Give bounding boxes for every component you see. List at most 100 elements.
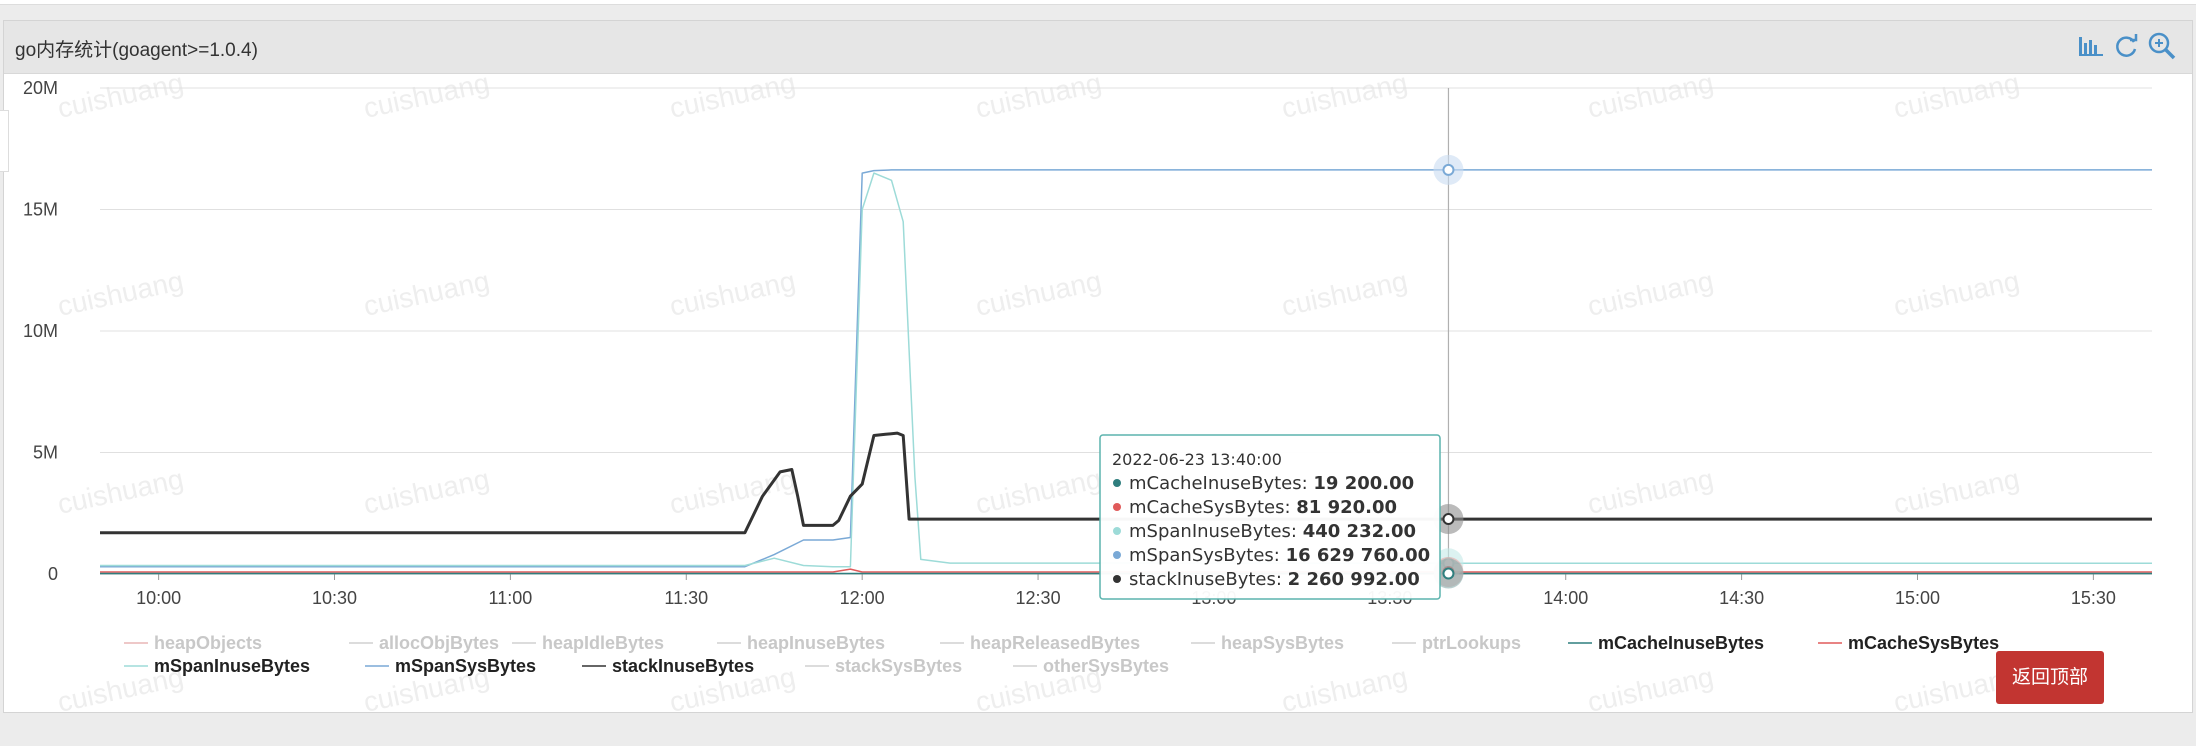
legend-item-heapReleasedBytes[interactable]: heapReleasedBytes bbox=[940, 633, 1140, 653]
watermark-text: cuishuang bbox=[973, 463, 1104, 520]
watermark-text: cuishuang bbox=[55, 265, 186, 322]
tooltip-row-name: mSpanInuseBytes: bbox=[1129, 521, 1303, 542]
watermark-text: cuishuang bbox=[1891, 67, 2022, 124]
tooltip-row-name: mSpanSysBytes: bbox=[1129, 545, 1286, 566]
tooltip-series-dot bbox=[1113, 551, 1121, 559]
legend-label: ptrLookups bbox=[1422, 633, 1521, 653]
focus-dot-mSpanSysBytes bbox=[1442, 163, 1455, 176]
tooltip-row: mCacheSysBytes: 81 920.00 bbox=[1129, 497, 1397, 518]
tooltip-row: mSpanInuseBytes: 440 232.00 bbox=[1129, 521, 1416, 542]
watermark-text: cuishuang bbox=[667, 67, 798, 124]
legend-item-otherSysBytes[interactable]: otherSysBytes bbox=[1013, 656, 1169, 676]
legend-item-stackSysBytes[interactable]: stackSysBytes bbox=[805, 656, 962, 676]
tooltip-box bbox=[1099, 434, 1441, 600]
tooltip-row-value: 440 232.00 bbox=[1303, 521, 1416, 542]
watermark-text: cuishuang bbox=[1279, 265, 1410, 322]
watermark-text: cuishuang bbox=[1585, 265, 1716, 322]
x-tick-label: 15:30 bbox=[2071, 588, 2116, 608]
legend-label: heapIdleBytes bbox=[542, 633, 664, 653]
watermark-text: cuishuang bbox=[1891, 463, 2022, 520]
y-tick-label: 0 bbox=[48, 564, 58, 584]
legend-label: allocObjBytes bbox=[379, 633, 499, 653]
refresh-icon[interactable] bbox=[2112, 31, 2142, 61]
legend-label: mCacheSysBytes bbox=[1848, 633, 1999, 653]
legend-item-mCacheInuseBytes[interactable]: mCacheInuseBytes bbox=[1568, 633, 1764, 653]
legend-label: mSpanInuseBytes bbox=[154, 656, 310, 676]
y-tick-label: 10M bbox=[23, 321, 58, 341]
tooltip-series-dot bbox=[1113, 479, 1121, 487]
legend-label: stackInuseBytes bbox=[612, 656, 754, 676]
back-to-top-button[interactable]: 返回顶部 bbox=[1996, 651, 2104, 704]
legend-item-heapObjects[interactable]: heapObjects bbox=[124, 633, 262, 653]
panel-title: go内存统计(goagent>=1.0.4) bbox=[15, 40, 258, 61]
watermark-text: cuishuang bbox=[361, 67, 492, 124]
chart-panel: go内存统计(goagent>=1.0.4) bbox=[3, 20, 2193, 713]
tooltip: 2022-06-23 13:40:00 mCacheInuseBytes: 19 … bbox=[1099, 434, 1441, 600]
watermark-text: cuishuang bbox=[55, 463, 186, 520]
tooltip-row-value: 81 920.00 bbox=[1296, 497, 1397, 518]
legend-item-allocObjBytes[interactable]: allocObjBytes bbox=[349, 633, 499, 653]
y-tick-label: 15M bbox=[23, 200, 58, 220]
legend-label: heapObjects bbox=[154, 633, 262, 653]
tooltip-row-name: stackInuseBytes: bbox=[1129, 569, 1288, 590]
tooltip-row-value: 19 200.00 bbox=[1313, 473, 1414, 494]
watermark-text: cuishuang bbox=[973, 67, 1104, 124]
x-tick-label: 10:30 bbox=[312, 588, 357, 608]
panel-header: go内存统计(goagent>=1.0.4) bbox=[4, 21, 2192, 74]
tooltip-row-name: mCacheInuseBytes: bbox=[1129, 473, 1313, 494]
watermark-text: cuishuang bbox=[973, 265, 1104, 322]
legend-item-stackInuseBytes[interactable]: stackInuseBytes bbox=[582, 656, 754, 676]
watermark-text: cuishuang bbox=[55, 67, 186, 124]
legend-item-ptrLookups[interactable]: ptrLookups bbox=[1392, 633, 1521, 653]
watermark-text: cuishuang bbox=[361, 463, 492, 520]
tooltip-row-value: 2 260 992.00 bbox=[1288, 569, 1420, 590]
watermark-layer: cuishuang cuishuang cuishuang cuishuang cuis… bbox=[55, 67, 2022, 718]
y-tick-label: 20M bbox=[23, 78, 58, 98]
series-line-mSpanInuseBytes bbox=[100, 172, 2152, 568]
watermark-text: cuishuang bbox=[667, 265, 798, 322]
legend-item-heapIdleBytes[interactable]: heapIdleBytes bbox=[512, 633, 664, 653]
legend-label: heapReleasedBytes bbox=[970, 633, 1140, 653]
watermark-text: cuishuang bbox=[1585, 661, 1716, 718]
legend-item-mSpanSysBytes[interactable]: mSpanSysBytes bbox=[365, 656, 536, 676]
x-tick-label: 14:30 bbox=[1719, 588, 1764, 608]
x-tick-label: 11:30 bbox=[664, 588, 708, 608]
watermark-text: cuishuang bbox=[1585, 463, 1716, 520]
watermark-text: cuishuang bbox=[667, 463, 798, 520]
zoom-icon[interactable] bbox=[2147, 31, 2177, 61]
series-line-mSpanSysBytes bbox=[100, 169, 2152, 568]
x-tick-label: 12:30 bbox=[1016, 588, 1061, 608]
legend-label: heapInuseBytes bbox=[747, 633, 885, 653]
focus-dot-stackInuseBytes bbox=[1442, 513, 1455, 526]
tooltip-row-value: 16 629 760.00 bbox=[1286, 545, 1431, 566]
watermark-text: cuishuang bbox=[361, 265, 492, 322]
side-collapse-tab[interactable] bbox=[0, 110, 9, 172]
tooltip-series-dot bbox=[1113, 503, 1121, 511]
legend-label: otherSysBytes bbox=[1043, 656, 1169, 676]
series-line-mCacheSysBytes bbox=[100, 568, 2152, 573]
legend-item-heapSysBytes[interactable]: heapSysBytes bbox=[1191, 633, 1344, 653]
tooltip-row: mCacheInuseBytes: 19 200.00 bbox=[1129, 473, 1414, 494]
legend-label: mCacheInuseBytes bbox=[1598, 633, 1764, 653]
tooltip-series-dot bbox=[1113, 575, 1121, 583]
bar-chart-icon[interactable] bbox=[2076, 31, 2106, 61]
x-tick-label: 15:00 bbox=[1895, 588, 1940, 608]
series-line-stackInuseBytes bbox=[100, 431, 2152, 535]
focus-dot-mCacheInuseBytes bbox=[1442, 567, 1455, 580]
x-tick-label: 12:00 bbox=[840, 588, 885, 608]
watermark-text: cuishuang bbox=[1585, 67, 1716, 124]
watermark-text: cuishuang bbox=[1891, 265, 2022, 322]
legend-label: heapSysBytes bbox=[1221, 633, 1344, 653]
legend-item-heapInuseBytes[interactable]: heapInuseBytes bbox=[717, 633, 885, 653]
x-tick-label: 10:00 bbox=[136, 588, 181, 608]
legend-label: mSpanSysBytes bbox=[395, 656, 536, 676]
legend-item-mSpanInuseBytes[interactable]: mSpanInuseBytes bbox=[124, 656, 310, 676]
top-strip bbox=[0, 0, 2196, 5]
x-tick-label: 14:00 bbox=[1543, 588, 1588, 608]
legend-item-mCacheSysBytes[interactable]: mCacheSysBytes bbox=[1818, 633, 1999, 653]
x-tick-label: 11:00 bbox=[489, 588, 533, 608]
tooltip-time: 2022-06-23 13:40:00 bbox=[1112, 450, 1282, 469]
tooltip-series-dot bbox=[1113, 527, 1121, 535]
legend-label: stackSysBytes bbox=[835, 656, 962, 676]
